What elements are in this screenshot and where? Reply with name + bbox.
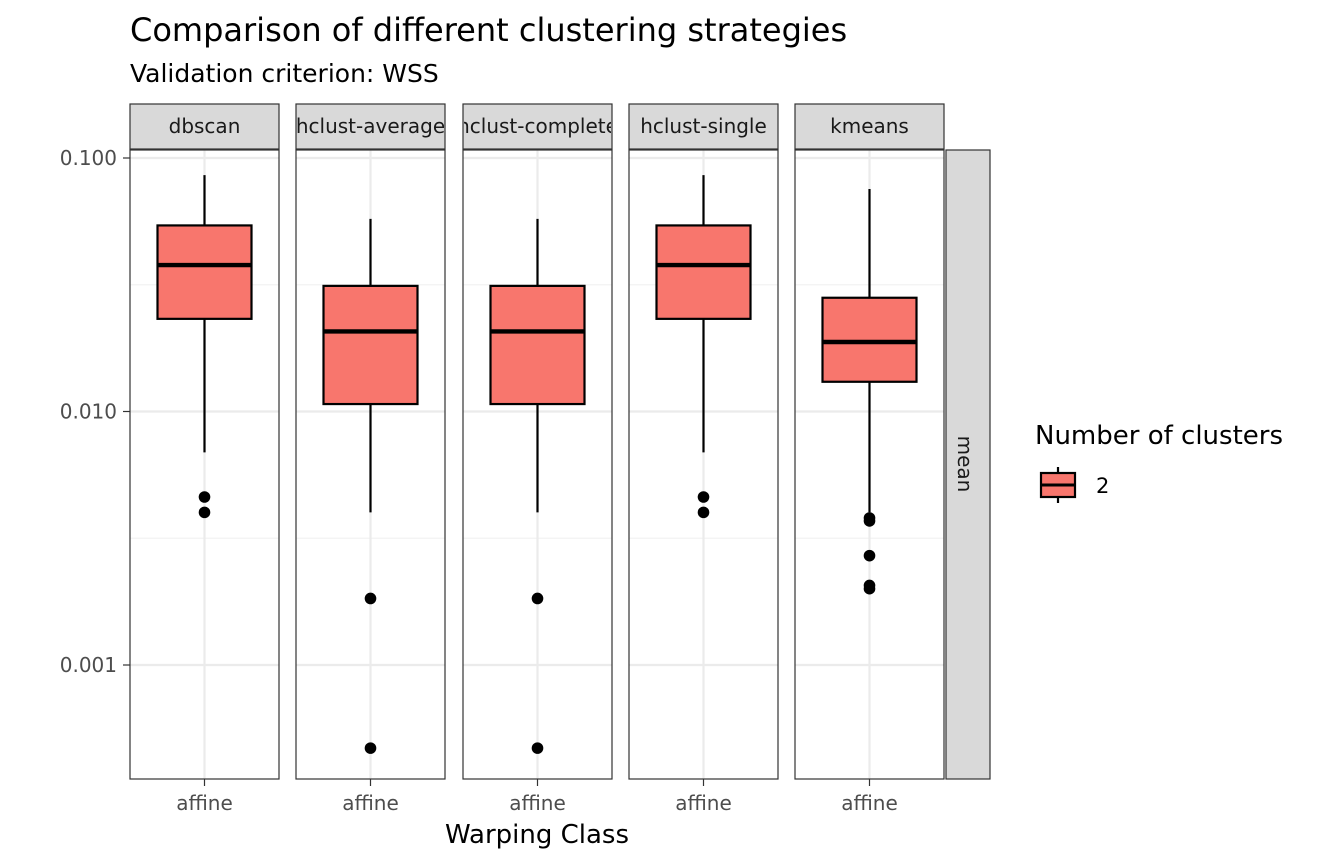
row-strip-box [945, 149, 991, 780]
outlier-point [364, 742, 377, 754]
x-tick-label: affine [509, 791, 566, 815]
outlier-point [697, 491, 710, 503]
outlier-point [697, 506, 710, 519]
boxplot-hclust-single [655, 175, 752, 519]
facet-panel-hclust-single: hclust-single affine [628, 103, 779, 815]
x-tick-label: affine [675, 791, 732, 815]
iqr-box [322, 284, 419, 406]
boxplot-kmeans [821, 188, 918, 595]
y-axis: 0.001 0.010 0.100 [60, 146, 130, 677]
outlier-point [198, 506, 211, 519]
y-tick-label: 0.001 [60, 653, 117, 677]
y-tick-label: 0.100 [60, 146, 117, 170]
facet-strip-label: hclust-single [640, 114, 767, 138]
chart-title: Comparison of different clustering strat… [130, 11, 847, 49]
facet-strip [794, 103, 945, 150]
x-axis-title: Warping Class [445, 820, 629, 850]
outlier-point [863, 515, 876, 527]
x-tick-label: affine [841, 791, 898, 815]
outlier-point [863, 582, 876, 595]
outlier-point [531, 742, 544, 754]
legend-key [1039, 467, 1077, 503]
facet-strip-label: hclust-complete [457, 114, 618, 138]
outlier-point [198, 491, 211, 503]
row-strip-label: mean [953, 436, 977, 493]
outlier-point [364, 592, 377, 605]
x-tick-label: affine [342, 791, 399, 815]
legend-item-label: 2 [1096, 474, 1109, 498]
legend: Number of clusters 2 [1035, 421, 1283, 503]
facet-strip-label: dbscan [169, 114, 241, 138]
facet-panels: dbscanaffinehclust-averageaffinehclust-c… [129, 103, 945, 815]
facet-strip [295, 103, 446, 150]
facet-strip-label: hclust-average [296, 114, 445, 138]
facet-panel-hclust-complete: hclust-complete affine [457, 103, 618, 815]
iqr-box [821, 296, 918, 383]
row-strip: mean [945, 149, 991, 780]
iqr-box [489, 284, 586, 406]
facet-strip [462, 103, 613, 150]
y-tick-label: 0.010 [60, 400, 117, 424]
boxplot-hclust-complete [489, 218, 586, 754]
facet-panel-dbscan: dbscan affine [129, 103, 280, 815]
outlier-point [531, 592, 544, 605]
facet-panel-hclust-average: hclust-average affine [295, 103, 446, 815]
boxplot-hclust-average [322, 218, 419, 754]
iqr-box [156, 224, 253, 320]
facet-strip [129, 103, 280, 150]
legend-title: Number of clusters [1035, 421, 1283, 451]
outlier-point [863, 549, 876, 562]
x-tick-label: affine [176, 791, 233, 815]
facet-strip-label: kmeans [830, 114, 909, 138]
facet-strip [628, 103, 779, 150]
facet-panel-kmeans: kmeans affine [794, 103, 945, 815]
iqr-box [655, 224, 752, 320]
chart-subtitle: Validation criterion: WSS [130, 59, 439, 88]
boxplot-dbscan [156, 175, 253, 519]
